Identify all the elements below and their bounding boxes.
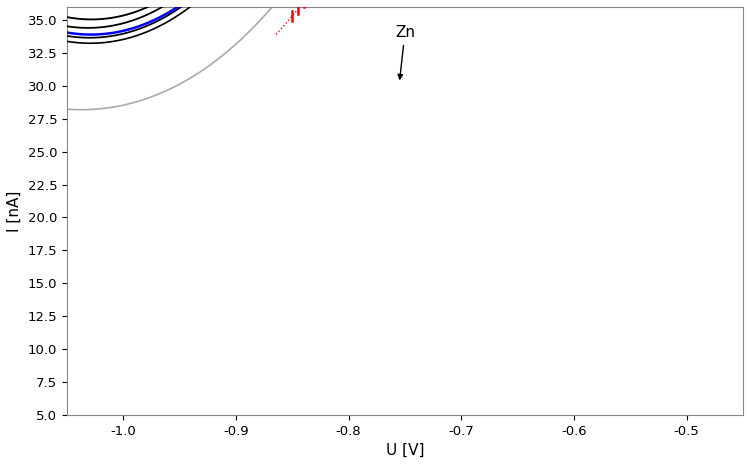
Text: Zn: Zn <box>395 25 415 79</box>
X-axis label: U [V]: U [V] <box>386 443 424 458</box>
Y-axis label: I [nA]: I [nA] <box>7 190 22 232</box>
